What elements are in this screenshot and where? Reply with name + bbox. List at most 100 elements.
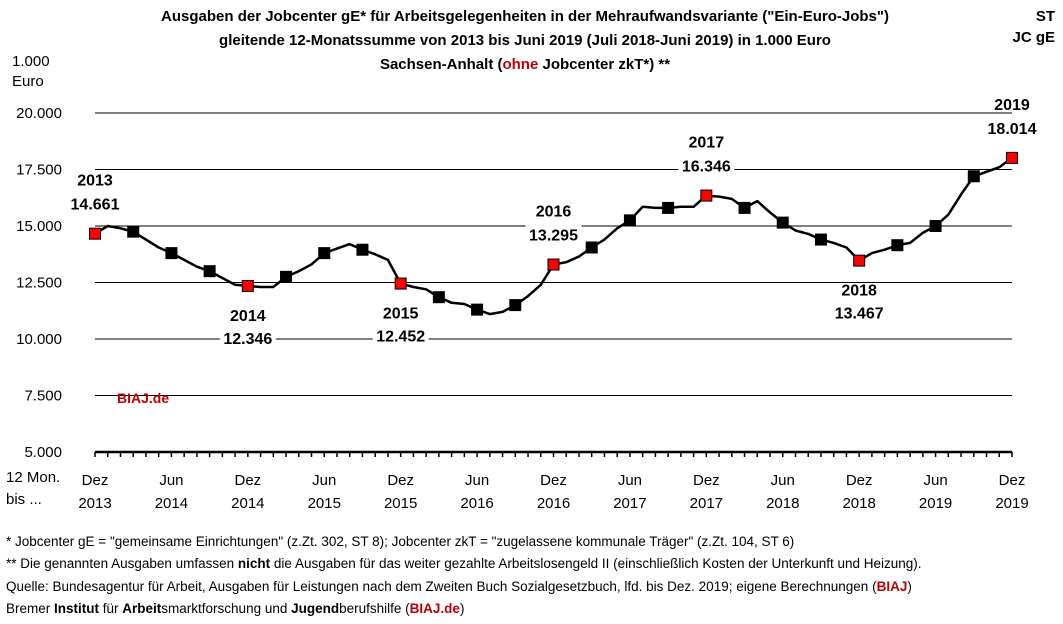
annotation-value: 16.346: [682, 159, 731, 176]
x-tick-year: 2018: [766, 495, 799, 512]
highlight-marker: [1006, 151, 1018, 164]
x-tick-labels: Dez 2013 Jun 2014 Dez 2014 Jun 2015 Dez 2015 Jun 20…: [78, 472, 1028, 512]
x-axis: [94, 450, 1013, 457]
data-marker: [738, 201, 751, 214]
annotation-year: 2015: [383, 306, 419, 323]
data-marker: [776, 216, 789, 229]
annotation-year: 2016: [536, 204, 572, 221]
institute-note: Bremer Institut für Arbeitsmarktforschun…: [6, 598, 464, 619]
annotation-year: 2014: [230, 308, 266, 325]
annotation-background: [525, 225, 582, 246]
data-marker: [127, 225, 140, 238]
x-tick-year: 2019: [919, 495, 952, 512]
footnote-2-end: die Ausgaben für das weiter gezahlte Arb…: [270, 556, 922, 571]
highlight-marker: [700, 189, 713, 202]
highlight-marker: [394, 277, 407, 290]
data-marker: [891, 239, 904, 252]
y-tick-label: 7.500: [24, 388, 62, 405]
annotation-value: 14.661: [71, 197, 120, 214]
source-text: Quelle: Bundesagentur für Arbeit, Ausgab…: [6, 579, 877, 594]
y-tick-label: 5.000: [24, 444, 62, 461]
annotation-background: [678, 156, 735, 177]
x-tick-month: Jun: [465, 472, 489, 489]
data-marker: [929, 220, 942, 232]
jobcenter-type: JC gE: [1012, 29, 1055, 46]
x-tick-year: 2013: [78, 495, 111, 512]
x-tick-month: Jun: [159, 472, 183, 489]
x-tick-month: Jun: [312, 472, 336, 489]
data-marker: [585, 241, 598, 254]
institute-note-part: Institut: [54, 601, 100, 616]
x-axis-header: 12 Mon. bis ...: [6, 467, 60, 511]
title-ohne: ohne: [502, 56, 539, 73]
institute-note-part: berufshilfe (: [339, 601, 410, 616]
footnote-2: ** Die genannten Ausgaben umfassen nicht…: [6, 553, 922, 574]
footnote-2-nicht: nicht: [237, 556, 271, 571]
annotation-background: [67, 194, 123, 215]
source-note: Quelle: Bundesagentur für Arbeit, Ausgab…: [6, 576, 912, 597]
y-unit-line-2: Euro: [12, 73, 44, 90]
annotation-value: 18.014: [988, 121, 1037, 138]
x-tick-month: Dez: [387, 472, 414, 489]
x-tick-month: Dez: [999, 472, 1026, 489]
x-tick-year: 2014: [231, 495, 264, 512]
gridlines: [95, 112, 1012, 396]
y-tick-label: 20.000: [16, 105, 62, 122]
x-tick-year: 2018: [842, 495, 875, 512]
x-tick-year: 2015: [384, 495, 417, 512]
y-tick-label: 17.500: [16, 162, 62, 179]
institute-note-part: Bremer: [6, 601, 55, 616]
x-tick-month: Dez: [693, 472, 720, 489]
data-marker: [662, 201, 675, 214]
chart-title-line-2: gleitende 12-Monatssumme von 2013 bis Ju…: [219, 32, 831, 49]
x-tick-year: 2017: [613, 495, 646, 512]
watermark: BIAJ.de: [117, 390, 169, 406]
annotation-background: [219, 328, 276, 349]
institute-note-part: Arbeit: [122, 601, 162, 616]
annotation-year: 2018: [841, 283, 877, 300]
data-marker: [203, 265, 216, 278]
institute-note-part: BIAJ.de: [409, 601, 460, 616]
annotation-value: 13.295: [529, 228, 578, 245]
y-tick-label: 12.500: [16, 275, 62, 292]
data-marker: [509, 299, 522, 312]
annotation-value: 12.346: [223, 331, 272, 348]
annotation-background: [984, 118, 1040, 139]
annotation-background: [372, 326, 429, 347]
highlight-marker: [853, 254, 866, 267]
annotation-year: 2013: [77, 173, 113, 190]
annotation-value: 13.467: [835, 306, 884, 323]
institute-note-part: ): [459, 601, 465, 616]
x-head-line-2: bis ...: [6, 491, 42, 508]
institute-note-part: für: [99, 601, 123, 616]
title-region: Sachsen-Anhalt (: [379, 56, 503, 73]
data-marker: [280, 270, 293, 283]
data-marker: [318, 247, 331, 260]
chart-title-line-3: Sachsen-Anhalt (ohne Jobcenter zkT*) **: [90, 54, 960, 75]
region-label: ST JC gE: [1012, 6, 1055, 48]
x-tick-month: Jun: [923, 472, 947, 489]
y-tick-label: 15.000: [16, 218, 62, 235]
x-tick-year: 2019: [995, 495, 1028, 512]
y-tick-labels: 5.000 7.500 10.000 12.500 15.000 17.500 20.000: [16, 105, 62, 461]
data-markers: [89, 151, 1018, 316]
y-tick-label: 10.000: [16, 331, 62, 348]
x-head-line-1: 12 Mon.: [6, 469, 61, 486]
institute-note-part: smarktforschung und: [161, 601, 292, 616]
region-code: ST: [1035, 8, 1055, 25]
x-tick-month: Dez: [846, 472, 873, 489]
data-marker: [967, 170, 980, 183]
data-marker: [356, 243, 369, 256]
chart-title-line-1: Ausgaben der Jobcenter gE* für Arbeitsge…: [161, 8, 889, 25]
y-unit-line-1: 1.000: [12, 53, 50, 70]
x-tick-month: Jun: [618, 472, 642, 489]
annotation-value: 12.452: [376, 329, 425, 346]
title-suffix: Jobcenter zkT*) **: [538, 56, 671, 73]
footnote-2-start: ** Die genannten Ausgaben umfassen: [6, 556, 238, 571]
highlight-marker: [241, 279, 254, 292]
y-axis-unit: 1.000 Euro: [12, 52, 50, 92]
highlight-marker: [547, 258, 560, 271]
data-marker: [165, 247, 178, 260]
x-tick-year: 2017: [690, 495, 723, 512]
